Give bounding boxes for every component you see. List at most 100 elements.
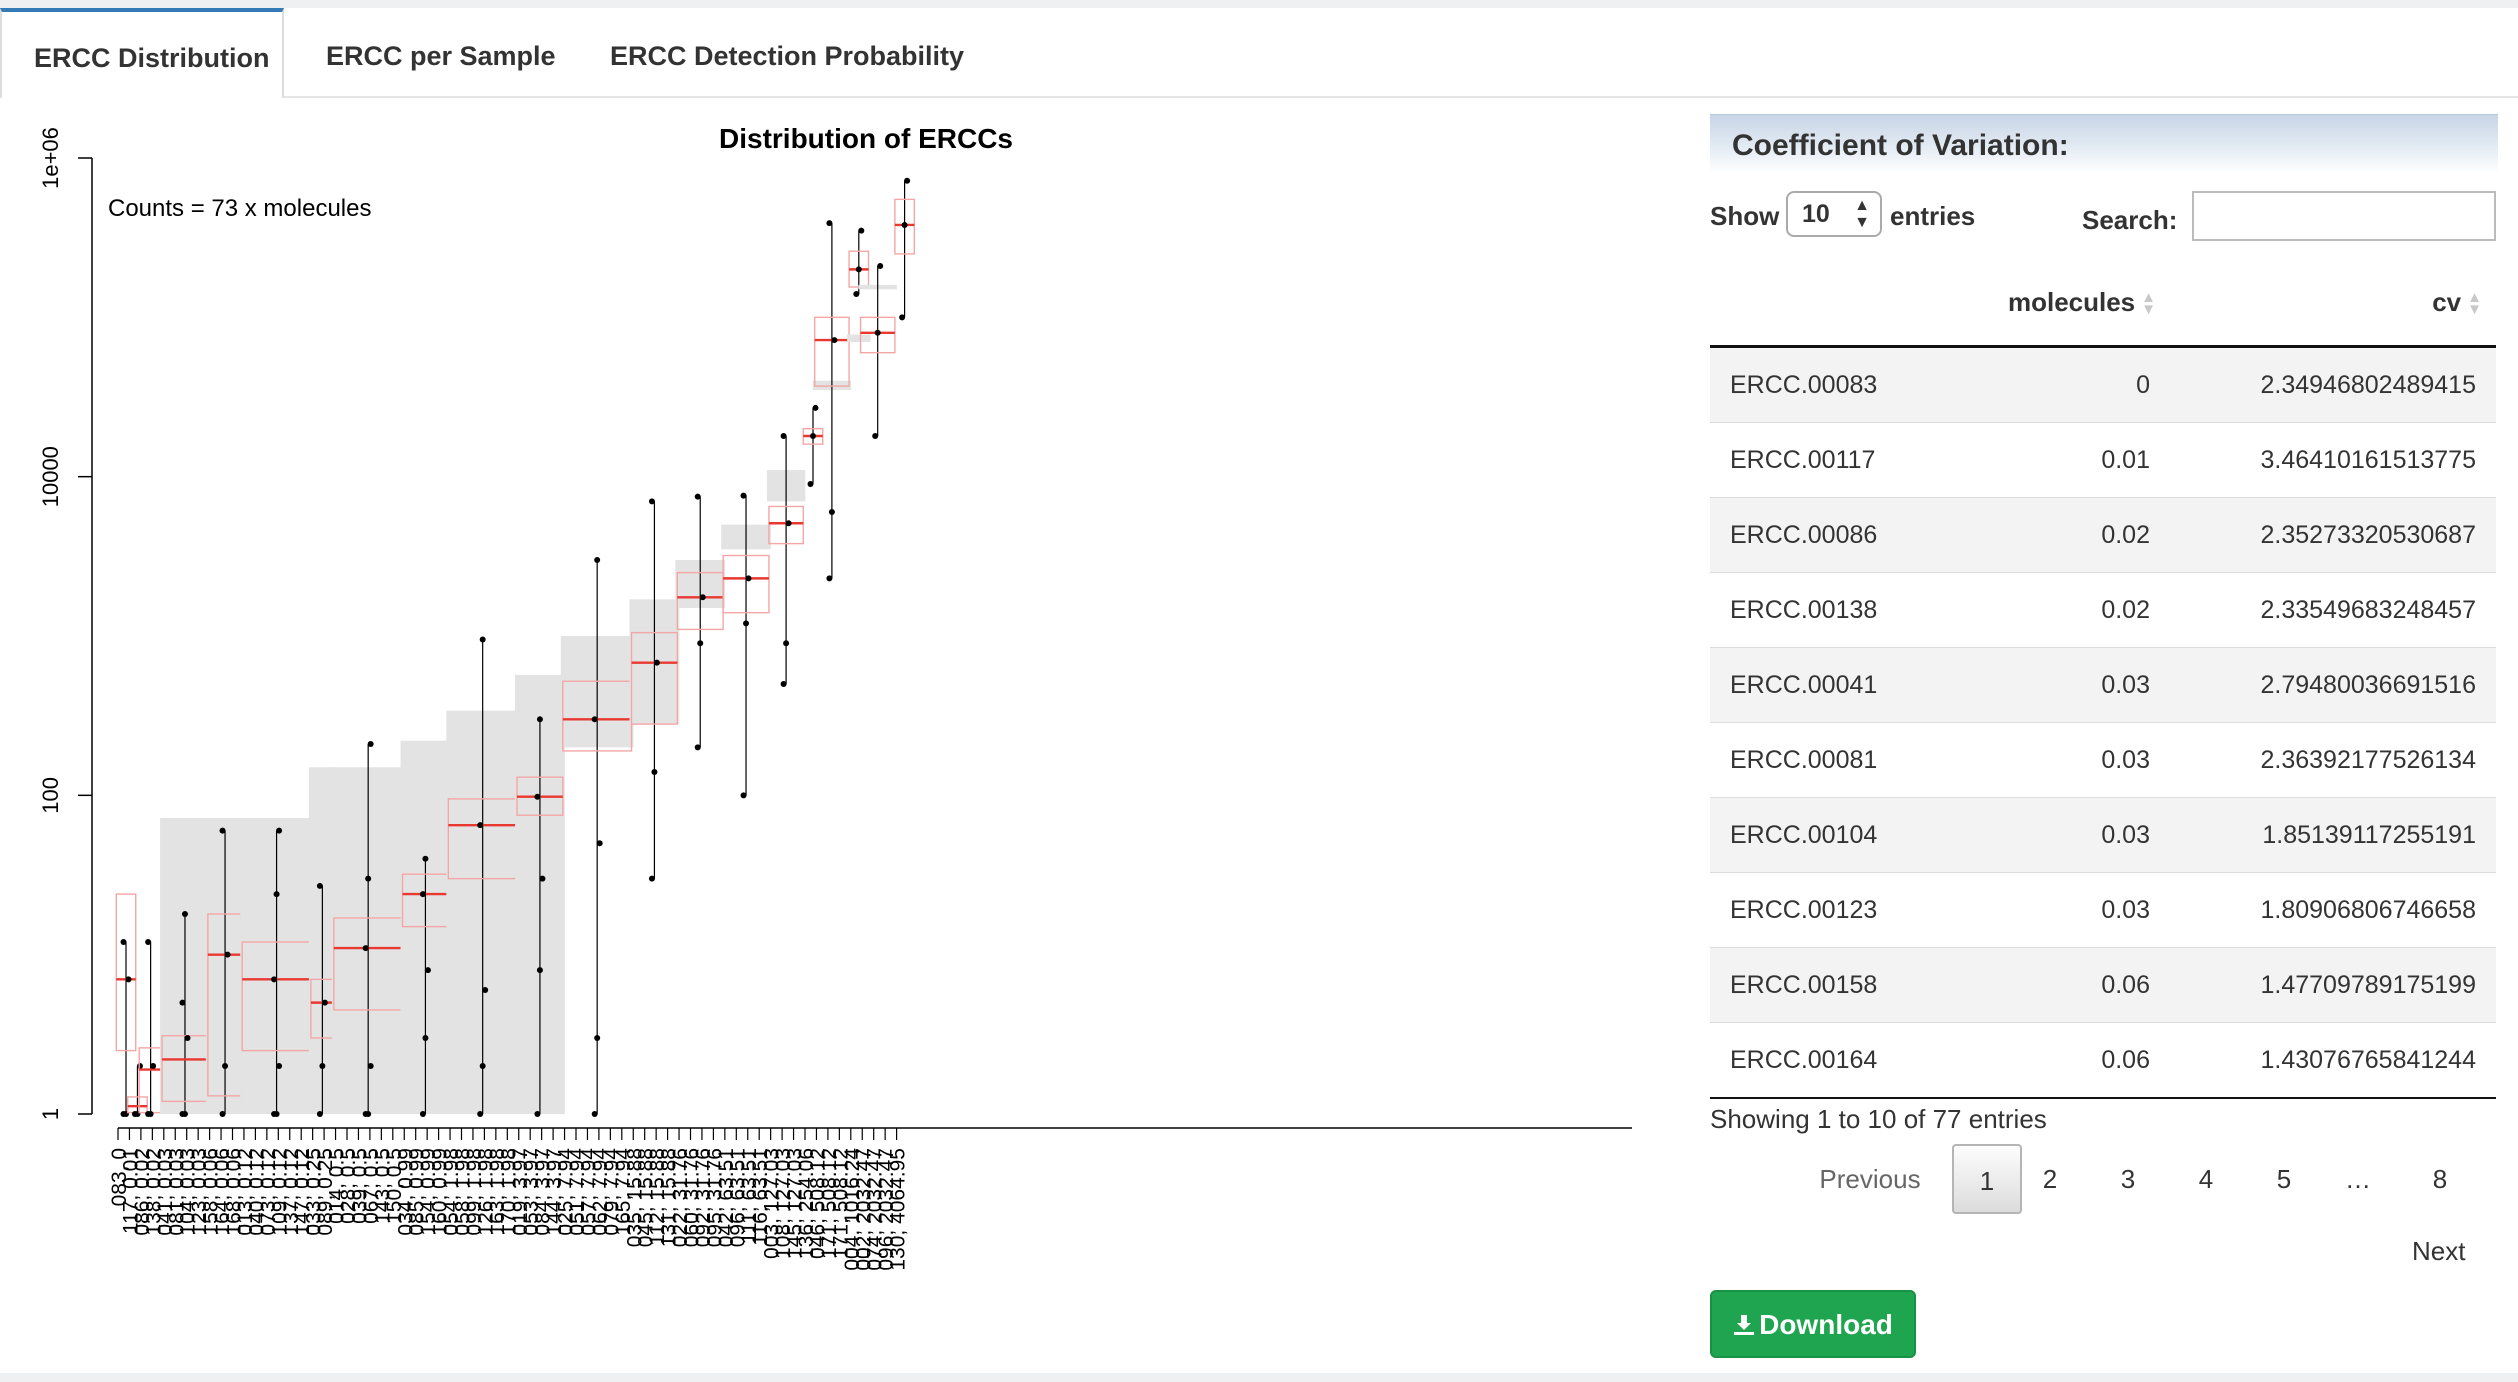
- page-button-8[interactable]: 8: [2432, 1164, 2448, 1194]
- x-tick-label: 126, 1.98: [474, 1148, 497, 1236]
- tab-ercc-per-sample[interactable]: ERCC per Sample: [326, 41, 556, 71]
- table-row: ERCC.00123 0.03 1.80906806746658: [1710, 872, 2496, 948]
- page-length-value: 10: [1802, 200, 1830, 228]
- tab-ercc-distribution[interactable]: ERCC Distribution: [0, 8, 284, 98]
- data-point: [534, 1111, 541, 1117]
- page-length-select[interactable]: 10 ▲ ▼: [1786, 191, 1882, 237]
- x-tick-label: 092, 31.76: [692, 1148, 715, 1247]
- data-point: [125, 976, 132, 983]
- data-point: [271, 976, 278, 983]
- cell-name: ERCC.00123: [1710, 872, 1945, 948]
- data-point: [534, 793, 541, 800]
- data-point: [222, 1063, 229, 1070]
- download-label: Download: [1759, 1309, 1893, 1340]
- download-button[interactable]: Download: [1710, 1290, 1916, 1358]
- x-tick-label: 164, 0.06: [211, 1148, 234, 1236]
- x-tick-label: 014, 0.5: [326, 1148, 349, 1224]
- page-button-5[interactable]: 5: [2276, 1164, 2292, 1194]
- data-point: [826, 575, 833, 582]
- cell-molecules: 0.03: [1945, 722, 2170, 798]
- page-button-4[interactable]: 4: [2198, 1164, 2214, 1194]
- cell-name: ERCC.00158: [1710, 947, 1945, 1023]
- cell-cv: 2.79480036691516: [2170, 647, 2496, 723]
- data-point: [424, 967, 431, 974]
- x-tick-label: 136, 254.06: [795, 1148, 818, 1259]
- x-tick-label: 089, 0.25: [314, 1148, 337, 1236]
- entries-label: entries: [1890, 201, 1976, 231]
- x-tick-label: 095, 31.76: [703, 1148, 726, 1247]
- cv-table: molecules ▲ ▼ cv ▲ ▼ ERCC.00083 0 2.3494680248…: [1710, 259, 2496, 1099]
- data-point: [181, 1111, 188, 1117]
- cell-molecules: 0.03: [1945, 797, 2170, 873]
- x-tick-label: 085, 0.99: [406, 1148, 429, 1236]
- bottom-strip: [0, 1373, 2518, 1382]
- page-button-2[interactable]: 2: [2042, 1164, 2058, 1194]
- x-tick-label: 033, 0.25: [303, 1148, 326, 1236]
- tab-ercc-detection-probability[interactable]: ERCC Detection Probability: [610, 41, 965, 71]
- data-point: [783, 640, 790, 647]
- data-point: [276, 1063, 283, 1070]
- page-button-1[interactable]: 1: [1952, 1144, 2022, 1214]
- x-tick-label: 160, 0.99: [429, 1148, 452, 1236]
- data-point: [648, 498, 655, 505]
- data-point: [740, 792, 747, 799]
- cell-molecules: 0.06: [1945, 947, 2170, 1023]
- x-tick-label: 108, 127.03: [772, 1148, 795, 1259]
- ercc-distribution-chart: Distribution of ERCCs Counts = 73 x molec…: [38, 123, 1632, 1271]
- search-label: Search:: [2082, 205, 2178, 235]
- x-tick-label: 086, 0.02: [131, 1148, 154, 1236]
- data-point: [591, 716, 598, 723]
- x-tick-label: 079, 7.94: [600, 1148, 623, 1236]
- data-point: [477, 1111, 484, 1117]
- data-point: [273, 891, 280, 898]
- page-ellipsis: …: [2345, 1164, 2371, 1194]
- next-button[interactable]: Next: [2412, 1236, 2466, 1266]
- x-tick-label: 165, 7.94: [612, 1148, 635, 1236]
- data-point: [826, 220, 833, 227]
- data-point: [904, 177, 911, 184]
- data-point: [136, 1063, 143, 1070]
- x-tick-label: 003, 127.03: [761, 1148, 784, 1259]
- previous-button[interactable]: Previous: [1819, 1164, 1921, 1194]
- column-header-cv[interactable]: cv ▲ ▼: [2170, 259, 2496, 348]
- x-tick-label: 022, 31.76: [669, 1148, 692, 1247]
- column-header-molecules[interactable]: molecules ▲ ▼: [1945, 259, 2170, 348]
- data-point: [316, 882, 323, 889]
- search-input[interactable]: [2192, 191, 2496, 241]
- x-tick-label: 099, 1.98: [463, 1148, 486, 1236]
- data-point: [145, 939, 152, 946]
- chart-annotation: Counts = 73 x molecules: [108, 195, 371, 222]
- cell-cv: 2.36392177526134: [2170, 722, 2496, 798]
- y-tick-label: 1: [38, 1108, 63, 1120]
- x-tick-label: 083, 0: [108, 1148, 131, 1206]
- x-tick-label: 074, 2032.47: [864, 1148, 887, 1271]
- x-tick-label: 028, 0.5: [337, 1148, 360, 1224]
- data-point: [653, 659, 660, 666]
- x-tick-label: 081, 0.03: [165, 1148, 188, 1236]
- table-row: ERCC.00104 0.03 1.85139117255191: [1710, 797, 2496, 873]
- x-tick-label: 039, 0.5: [348, 1148, 371, 1224]
- data-point: [365, 875, 372, 882]
- table-row: ERCC.00164 0.06 1.43076765841244: [1710, 1022, 2496, 1099]
- data-point: [699, 594, 706, 601]
- data-point: [810, 432, 816, 439]
- data-point: [594, 1034, 601, 1041]
- x-tick-label: 042, 63.51: [715, 1148, 738, 1247]
- page-button-3[interactable]: 3: [2120, 1164, 2136, 1194]
- data-point: [651, 769, 658, 776]
- data-point: [479, 636, 486, 643]
- cell-cv: 2.33549683248457: [2170, 572, 2496, 648]
- data-point: [365, 1111, 372, 1117]
- x-tick-label: 002, 2032.47: [852, 1148, 875, 1271]
- iqr-box: [630, 631, 679, 725]
- download-icon: [1734, 1315, 1755, 1335]
- data-point: [367, 1063, 374, 1070]
- data-point: [694, 493, 701, 500]
- data-point: [539, 875, 546, 882]
- x-tick-label: 171, 508.12: [829, 1148, 852, 1259]
- x-tick-label: 117, 0.01: [119, 1148, 142, 1234]
- x-tick-label: 158, 0.06: [200, 1148, 223, 1236]
- select-arrows-icon: ▲ ▼: [1854, 197, 1870, 231]
- cell-cv: 2.34946802489415: [2170, 346, 2496, 423]
- x-tick-label: 150, 0.5: [383, 1148, 406, 1224]
